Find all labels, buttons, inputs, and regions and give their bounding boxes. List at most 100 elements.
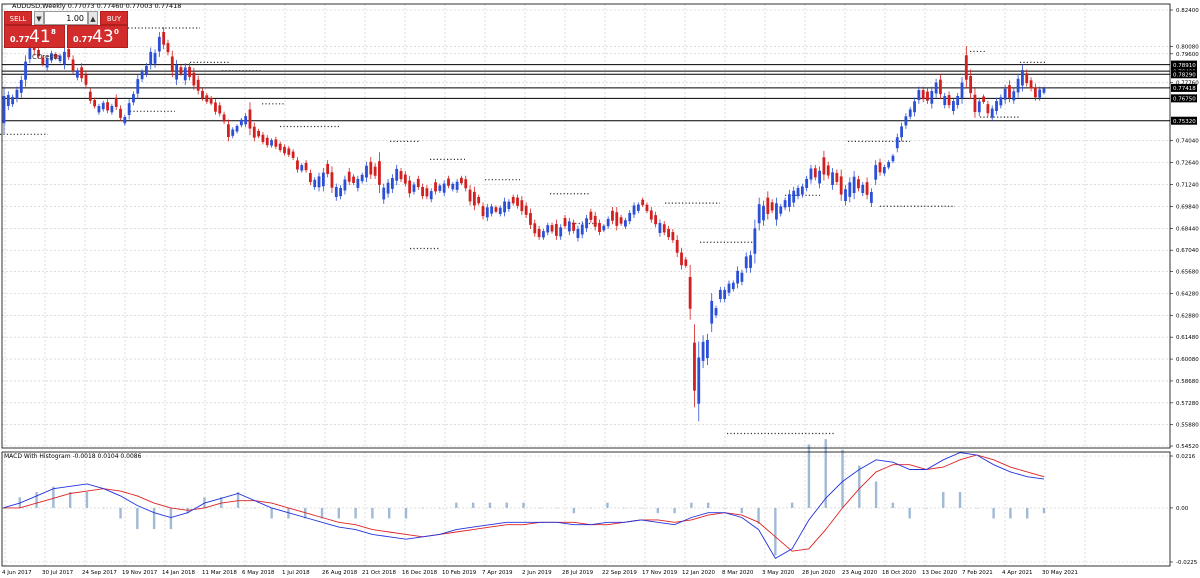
- histogram-bar: [1026, 507, 1029, 519]
- candle-body: [649, 210, 653, 220]
- candle-body: [762, 205, 765, 221]
- price-tick-label: 0.65680: [1176, 269, 1199, 275]
- candle-body: [796, 187, 800, 197]
- candle-body: [175, 65, 179, 80]
- price-tick-label: 0.61480: [1176, 335, 1199, 341]
- candle-body: [296, 160, 299, 170]
- time-tick-label: 10 Feb 2019: [442, 570, 477, 576]
- candle-body: [6, 95, 10, 106]
- candle-body: [775, 203, 778, 220]
- candle-body: [943, 96, 947, 106]
- price-tick-label: 0.82400: [1176, 8, 1199, 14]
- candle-body: [386, 182, 390, 194]
- buy-price-box[interactable]: 0.77 43 0: [67, 25, 128, 48]
- candle-body: [727, 283, 731, 293]
- one-click-trading-panel: SELL ▼ 1.00 ▲ BUY 0.77 41 8 0.77 43 0: [4, 11, 128, 49]
- candle-body: [619, 217, 623, 224]
- candle-body: [447, 178, 450, 186]
- candle-body: [477, 196, 481, 204]
- time-tick-label: 18 Oct 2020: [882, 570, 917, 576]
- candle-body: [684, 259, 688, 266]
- candle-body: [964, 55, 968, 80]
- histogram-bar: [656, 507, 660, 514]
- sell-price-prefix: 0.77: [10, 35, 30, 44]
- indicator-name-overlay: COresta: [32, 53, 60, 61]
- candle-body: [321, 172, 325, 187]
- candle-body: [542, 231, 545, 238]
- price-tick-label: 0.68440: [1176, 226, 1199, 232]
- histogram-bar: [136, 507, 139, 530]
- panel-frames: [1, 3, 1171, 567]
- buy-button[interactable]: BUY: [100, 11, 128, 25]
- candle-body: [252, 126, 256, 138]
- histogram-bar: [740, 507, 743, 514]
- candle-body: [382, 187, 386, 200]
- indicator-label: MACD With Histogram -0.0018 0.0104 0.008…: [4, 453, 142, 460]
- candle-body: [857, 179, 860, 189]
- price-tick-label: 0.79600: [1176, 52, 1199, 58]
- candle-body: [554, 224, 558, 236]
- lot-decrease-button[interactable]: ▼: [34, 11, 44, 25]
- macd-tick-label: 0.00: [1176, 506, 1189, 512]
- candlestick-series: [2, 27, 1046, 422]
- histogram-bar: [1042, 507, 1046, 514]
- candle-body: [218, 105, 222, 114]
- sell-button[interactable]: SELL: [4, 11, 32, 25]
- candle-body: [304, 162, 308, 171]
- histogram-bar: [992, 507, 995, 519]
- candle-body: [416, 178, 420, 188]
- histogram-bar: [169, 507, 173, 530]
- sell-price-box[interactable]: 0.77 41 8: [4, 25, 65, 48]
- candle-body: [766, 197, 770, 214]
- candle-body: [41, 57, 45, 65]
- candle-body: [718, 289, 722, 299]
- candle-body: [749, 255, 752, 268]
- price-tick-label: 0.69840: [1176, 204, 1199, 210]
- lot-size-field[interactable]: 1.00: [44, 11, 88, 25]
- time-tick-label: 28 Jun 2020: [802, 570, 836, 576]
- histogram-bar: [807, 444, 811, 508]
- candle-body: [533, 223, 537, 234]
- time-tick-label: 7 Feb 2021: [962, 570, 993, 576]
- histogram-bar: [35, 492, 38, 508]
- time-tick-label: 16 Dec 2018: [402, 570, 438, 576]
- candle-body: [995, 101, 998, 111]
- candle-body: [550, 225, 554, 232]
- time-tick-label: 4 Jun 2017: [2, 570, 32, 576]
- candle-body: [507, 201, 511, 209]
- price-tick-label: 0.67040: [1176, 248, 1199, 254]
- candle-body: [809, 168, 813, 180]
- candle-body: [399, 171, 403, 180]
- candle-body: [356, 178, 360, 188]
- candle-body: [800, 186, 804, 195]
- level-tag-bg: [1171, 83, 1197, 92]
- candle-body: [222, 114, 226, 122]
- candle-body: [170, 56, 174, 72]
- candle-body: [183, 67, 187, 81]
- candle-body: [114, 97, 118, 107]
- candle-body: [140, 71, 144, 80]
- candle-body: [792, 190, 796, 203]
- time-tick-label: 19 Nov 2017: [122, 570, 158, 576]
- candle-body: [999, 97, 1003, 106]
- histogram-bar: [387, 507, 391, 519]
- time-tick-label: 4 Apr 2021: [1002, 570, 1033, 576]
- candle-body: [636, 204, 640, 211]
- candle-body: [209, 98, 213, 104]
- candle-body: [71, 59, 75, 71]
- candle-body: [326, 163, 330, 174]
- histogram-bar: [119, 507, 122, 519]
- lot-increase-button[interactable]: ▲: [88, 11, 98, 25]
- candle-body: [852, 176, 856, 194]
- candle-body: [438, 185, 442, 191]
- histogram-bar: [639, 507, 643, 509]
- candle-body: [24, 61, 27, 80]
- candle-body: [520, 200, 524, 212]
- candle-body: [576, 228, 580, 239]
- price-grid: [2, 4, 1170, 448]
- candle-body: [136, 79, 140, 94]
- level-tag-bg: [1171, 94, 1197, 103]
- macd-lines: [2, 452, 1045, 560]
- candle-body: [744, 256, 748, 269]
